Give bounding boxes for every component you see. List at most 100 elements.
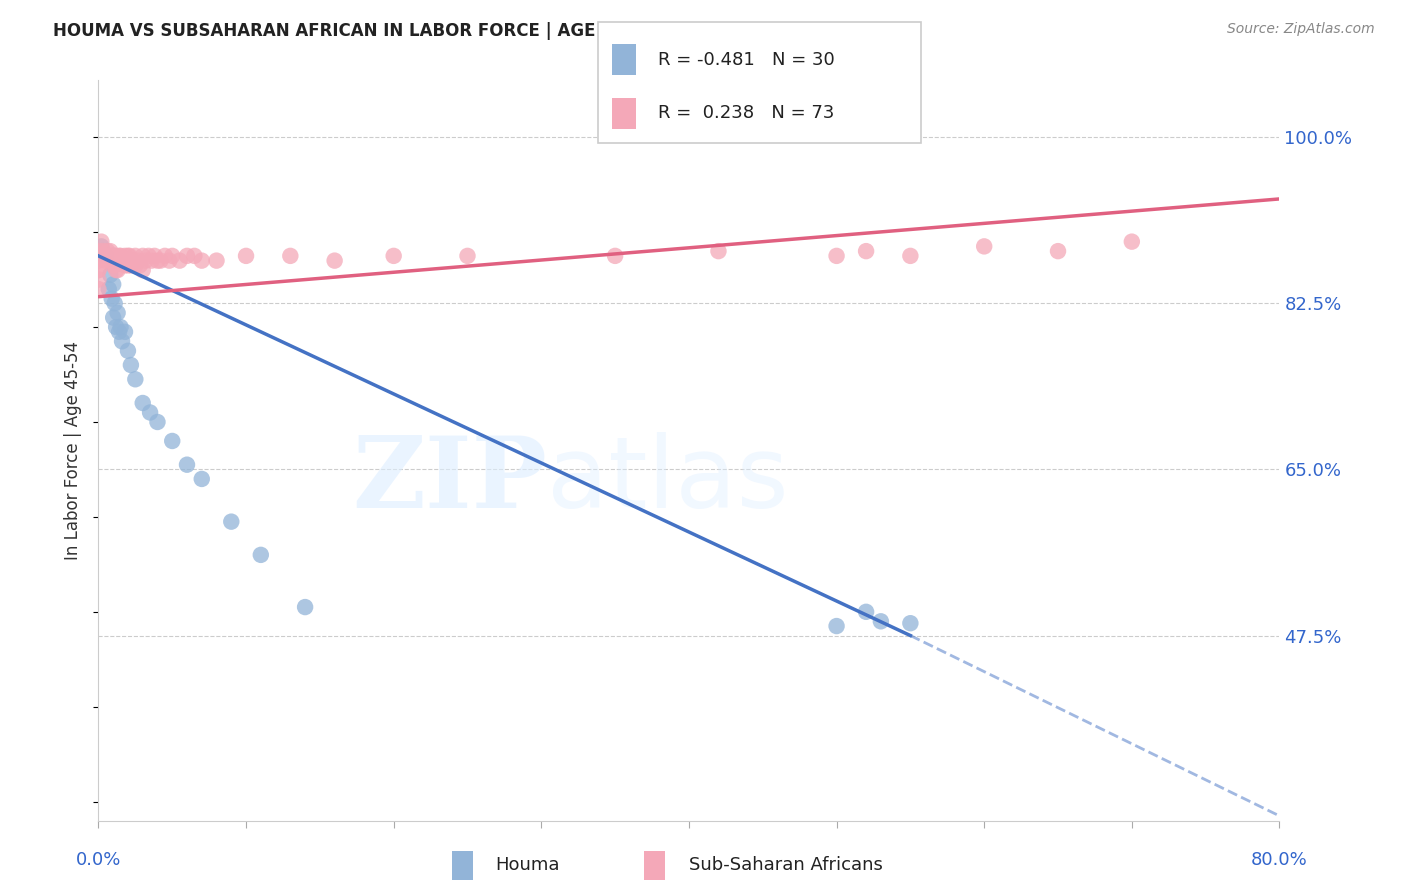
- Point: [132, 249, 155, 263]
- Text: 80.0%: 80.0%: [1251, 851, 1308, 869]
- Point: [250, 548, 273, 562]
- Point: [105, 320, 128, 334]
- Point: [105, 249, 128, 263]
- Point: [114, 325, 136, 339]
- Point: [87, 244, 110, 259]
- Point: [97, 282, 120, 296]
- Point: [114, 249, 136, 263]
- Point: [221, 515, 243, 529]
- Point: [98, 253, 121, 268]
- Point: [87, 282, 110, 296]
- Point: [98, 244, 121, 259]
- Point: [120, 253, 142, 268]
- Point: [825, 619, 848, 633]
- Point: [87, 272, 110, 286]
- Point: [105, 263, 128, 277]
- Text: atlas: atlas: [547, 432, 789, 529]
- Point: [108, 325, 131, 339]
- Point: [103, 253, 125, 268]
- Point: [124, 249, 146, 263]
- Point: [162, 434, 183, 448]
- Point: [96, 244, 118, 259]
- Point: [973, 239, 995, 253]
- Point: [104, 259, 127, 273]
- Point: [146, 253, 169, 268]
- Point: [103, 310, 125, 325]
- Text: ZIP: ZIP: [353, 432, 547, 529]
- Point: [120, 259, 142, 273]
- Point: [104, 249, 127, 263]
- Point: [111, 334, 134, 349]
- Text: R =  0.238   N = 73: R = 0.238 N = 73: [658, 104, 834, 122]
- Point: [103, 249, 125, 263]
- Point: [900, 249, 922, 263]
- Point: [1046, 244, 1070, 259]
- Point: [176, 458, 198, 472]
- Point: [97, 249, 120, 263]
- Point: [118, 249, 141, 263]
- Point: [87, 253, 110, 268]
- Point: [110, 320, 132, 334]
- Point: [169, 253, 191, 268]
- Point: [110, 253, 132, 268]
- Point: [104, 296, 127, 310]
- Point: [100, 292, 122, 306]
- Point: [94, 253, 117, 268]
- Point: [162, 249, 183, 263]
- Point: [323, 253, 346, 268]
- Point: [382, 249, 405, 263]
- Point: [124, 372, 146, 386]
- Point: [100, 249, 122, 263]
- Point: [205, 253, 228, 268]
- Point: [855, 605, 877, 619]
- Point: [157, 253, 180, 268]
- Point: [112, 253, 135, 268]
- Point: [176, 249, 198, 263]
- Point: [107, 306, 129, 320]
- Point: [91, 244, 114, 259]
- Point: [870, 615, 893, 629]
- Text: HOUMA VS SUBSAHARAN AFRICAN IN LABOR FORCE | AGE 45-54 CORRELATION CHART: HOUMA VS SUBSAHARAN AFRICAN IN LABOR FOR…: [53, 22, 860, 40]
- Point: [183, 249, 205, 263]
- Point: [294, 600, 316, 615]
- Y-axis label: In Labor Force | Age 45-54: In Labor Force | Age 45-54: [65, 341, 83, 560]
- Point: [855, 244, 877, 259]
- Point: [111, 253, 134, 268]
- Point: [605, 249, 627, 263]
- Point: [124, 259, 146, 273]
- Point: [103, 277, 125, 292]
- Point: [191, 253, 214, 268]
- Point: [117, 249, 139, 263]
- Point: [141, 253, 163, 268]
- Point: [146, 415, 169, 429]
- Point: [87, 263, 110, 277]
- Point: [900, 616, 922, 631]
- Point: [117, 259, 139, 273]
- Point: [191, 472, 214, 486]
- Point: [120, 358, 142, 372]
- Point: [235, 249, 257, 263]
- Point: [114, 259, 136, 273]
- Point: [1121, 235, 1143, 249]
- Point: [107, 263, 129, 277]
- Point: [103, 259, 125, 273]
- Point: [457, 249, 479, 263]
- Point: [121, 253, 143, 268]
- Text: 0.0%: 0.0%: [76, 851, 121, 869]
- Point: [707, 244, 730, 259]
- Point: [132, 396, 155, 410]
- Point: [825, 249, 848, 263]
- Point: [90, 249, 112, 263]
- Point: [139, 405, 162, 419]
- Text: Houma: Houma: [495, 856, 560, 874]
- Point: [105, 253, 128, 268]
- Text: Source: ZipAtlas.com: Source: ZipAtlas.com: [1227, 22, 1375, 37]
- Point: [94, 249, 117, 263]
- Text: Sub-Saharan Africans: Sub-Saharan Africans: [689, 856, 883, 874]
- Point: [98, 268, 121, 282]
- Point: [90, 239, 112, 253]
- Point: [153, 249, 176, 263]
- Point: [127, 253, 149, 268]
- Point: [138, 249, 160, 263]
- Point: [143, 249, 166, 263]
